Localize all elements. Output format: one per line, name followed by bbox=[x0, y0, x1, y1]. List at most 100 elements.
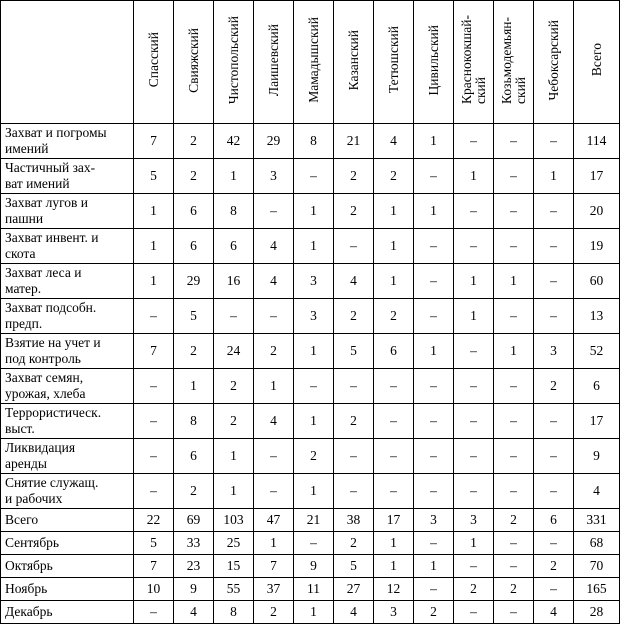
table-cell: – bbox=[453, 403, 494, 439]
table-row: Взятие на учет и под контроль 7 2 24 2 1 5 6 1–1 3… bbox=[0, 333, 620, 369]
table-cell: 1 bbox=[253, 531, 294, 555]
table-cell: – bbox=[253, 298, 294, 334]
column-header-text: Свияжский bbox=[186, 28, 201, 93]
column-header: Козьмодемьян-ский bbox=[493, 0, 534, 124]
table-cell: 9 bbox=[173, 577, 214, 601]
column-header: Тетюшский bbox=[373, 0, 414, 124]
table-cell: 4 bbox=[573, 473, 620, 509]
table-cell: 1 bbox=[453, 531, 494, 555]
table-cell: – bbox=[493, 554, 534, 578]
table-cell: 29 bbox=[253, 123, 294, 159]
table-cell: 2 bbox=[213, 403, 254, 439]
table-cell: – bbox=[253, 193, 294, 229]
table-cell: – bbox=[133, 438, 174, 474]
row-label: Взятие на учет и под контроль bbox=[0, 333, 134, 369]
row-label: Захват лугов и пашни bbox=[0, 193, 134, 229]
table-cell: 1 bbox=[373, 263, 414, 299]
column-header-line: Краснококшай- bbox=[458, 15, 474, 105]
table-cell: 2 bbox=[413, 600, 454, 624]
table-cell: 42 bbox=[213, 123, 254, 159]
table-cell: 70 bbox=[573, 554, 620, 578]
table-cell: 28 bbox=[573, 600, 620, 624]
column-header-text: Цивильский bbox=[426, 25, 441, 95]
table-cell: 1 bbox=[453, 298, 494, 334]
row-label: Террористическ. выст. bbox=[0, 403, 134, 439]
table-cell: – bbox=[333, 438, 374, 474]
table-cell: 3 bbox=[533, 333, 574, 369]
row-label: Декабрь bbox=[0, 600, 134, 624]
table-cell: – bbox=[333, 368, 374, 404]
table-cell: 7 bbox=[133, 333, 174, 369]
column-header-line: Чистопольский bbox=[225, 15, 241, 105]
table-cell: 68 bbox=[573, 531, 620, 555]
table-cell: 1 bbox=[133, 193, 174, 229]
row-label-line: пашни bbox=[5, 211, 44, 226]
table-row: Снятие служащ. и рабочих –2 1–1– – – – – –4 bbox=[0, 473, 620, 509]
table-cell: 1 bbox=[133, 228, 174, 264]
table-cell: 331 bbox=[573, 508, 620, 532]
table-cell: 20 bbox=[573, 193, 620, 229]
table-cell: 27 bbox=[333, 577, 374, 601]
table-cell: – bbox=[133, 600, 174, 624]
row-label-line: ват имений bbox=[5, 176, 70, 191]
table-cell: – bbox=[413, 403, 454, 439]
column-header-line: Лаишевский bbox=[265, 23, 281, 97]
table-cell: 2 bbox=[173, 333, 214, 369]
column-header-text: Мамадышский bbox=[306, 17, 321, 103]
table-row: Захват и погромы имений 7 2 42 29 8 21 4 1– – –114 bbox=[0, 123, 620, 159]
table-cell: 6 bbox=[573, 368, 620, 404]
table-cell: 60 bbox=[573, 263, 620, 299]
table-cell: 7 bbox=[253, 554, 294, 578]
column-header-line: Тетюшский bbox=[385, 26, 401, 94]
table-cell: – bbox=[413, 298, 454, 334]
table-cell: 1 bbox=[293, 193, 334, 229]
table-cell: 12 bbox=[373, 577, 414, 601]
table-cell: 2 bbox=[533, 368, 574, 404]
table-cell: 38 bbox=[333, 508, 374, 532]
row-label-line: Захват семян, bbox=[5, 370, 84, 385]
table-cell: – bbox=[533, 228, 574, 264]
table-cell: 1 bbox=[373, 228, 414, 264]
column-header-text: Чистопольский bbox=[225, 15, 241, 105]
column-header: Чистопольский bbox=[213, 0, 254, 124]
table-cell: 1 bbox=[373, 193, 414, 229]
table-cell: 3 bbox=[373, 600, 414, 624]
column-header-text: Краснококшай-ский bbox=[458, 15, 488, 105]
table-cell: 2 bbox=[173, 473, 214, 509]
table-cell: 37 bbox=[253, 577, 294, 601]
column-header-line: Чебоксарский bbox=[545, 19, 561, 101]
table-row: Сентябрь 5 33 25 1–2 1–1– –68 bbox=[0, 531, 620, 555]
table-cell: 2 bbox=[453, 577, 494, 601]
table-cell: 4 bbox=[333, 600, 374, 624]
table-cell: – bbox=[493, 298, 534, 334]
table-row: Декабрь –4 8 2 1 4 3 2– –4 28 bbox=[0, 600, 620, 624]
column-header: Спасский bbox=[133, 0, 174, 124]
row-label-line: Захват инвент. и bbox=[5, 230, 99, 245]
table-cell: 2 bbox=[493, 508, 534, 532]
table-cell: – bbox=[333, 473, 374, 509]
table-cell: 5 bbox=[133, 158, 174, 194]
table-cell: – bbox=[493, 368, 534, 404]
table-cell: 2 bbox=[293, 438, 334, 474]
column-header: Лаишевский bbox=[253, 0, 294, 124]
row-label-line: Захват подсобн. bbox=[5, 300, 97, 315]
table-cell: 9 bbox=[573, 438, 620, 474]
table-cell: 2 bbox=[333, 193, 374, 229]
table-row: Захват лугов и пашни 1 6 8–1 2 1 1– – –20 bbox=[0, 193, 620, 229]
column-header-line: Козьмодемьян- bbox=[498, 16, 514, 104]
row-label: Захват и погромы имений bbox=[0, 123, 134, 159]
row-label-line: и рабочих bbox=[5, 491, 63, 506]
table-cell: – bbox=[453, 368, 494, 404]
table-cell: 6 bbox=[213, 228, 254, 264]
table-cell: – bbox=[533, 193, 574, 229]
column-header-text: Всего bbox=[588, 43, 604, 77]
row-label-line: матер. bbox=[5, 281, 42, 296]
column-header-line: Всего bbox=[588, 43, 604, 77]
table-cell: 1 bbox=[413, 193, 454, 229]
table-cell: – bbox=[293, 531, 334, 555]
table-cell: 4 bbox=[253, 263, 294, 299]
table-cell: 3 bbox=[453, 508, 494, 532]
row-label-line: Декабрь bbox=[5, 604, 53, 619]
table-cell: 114 bbox=[573, 123, 620, 159]
